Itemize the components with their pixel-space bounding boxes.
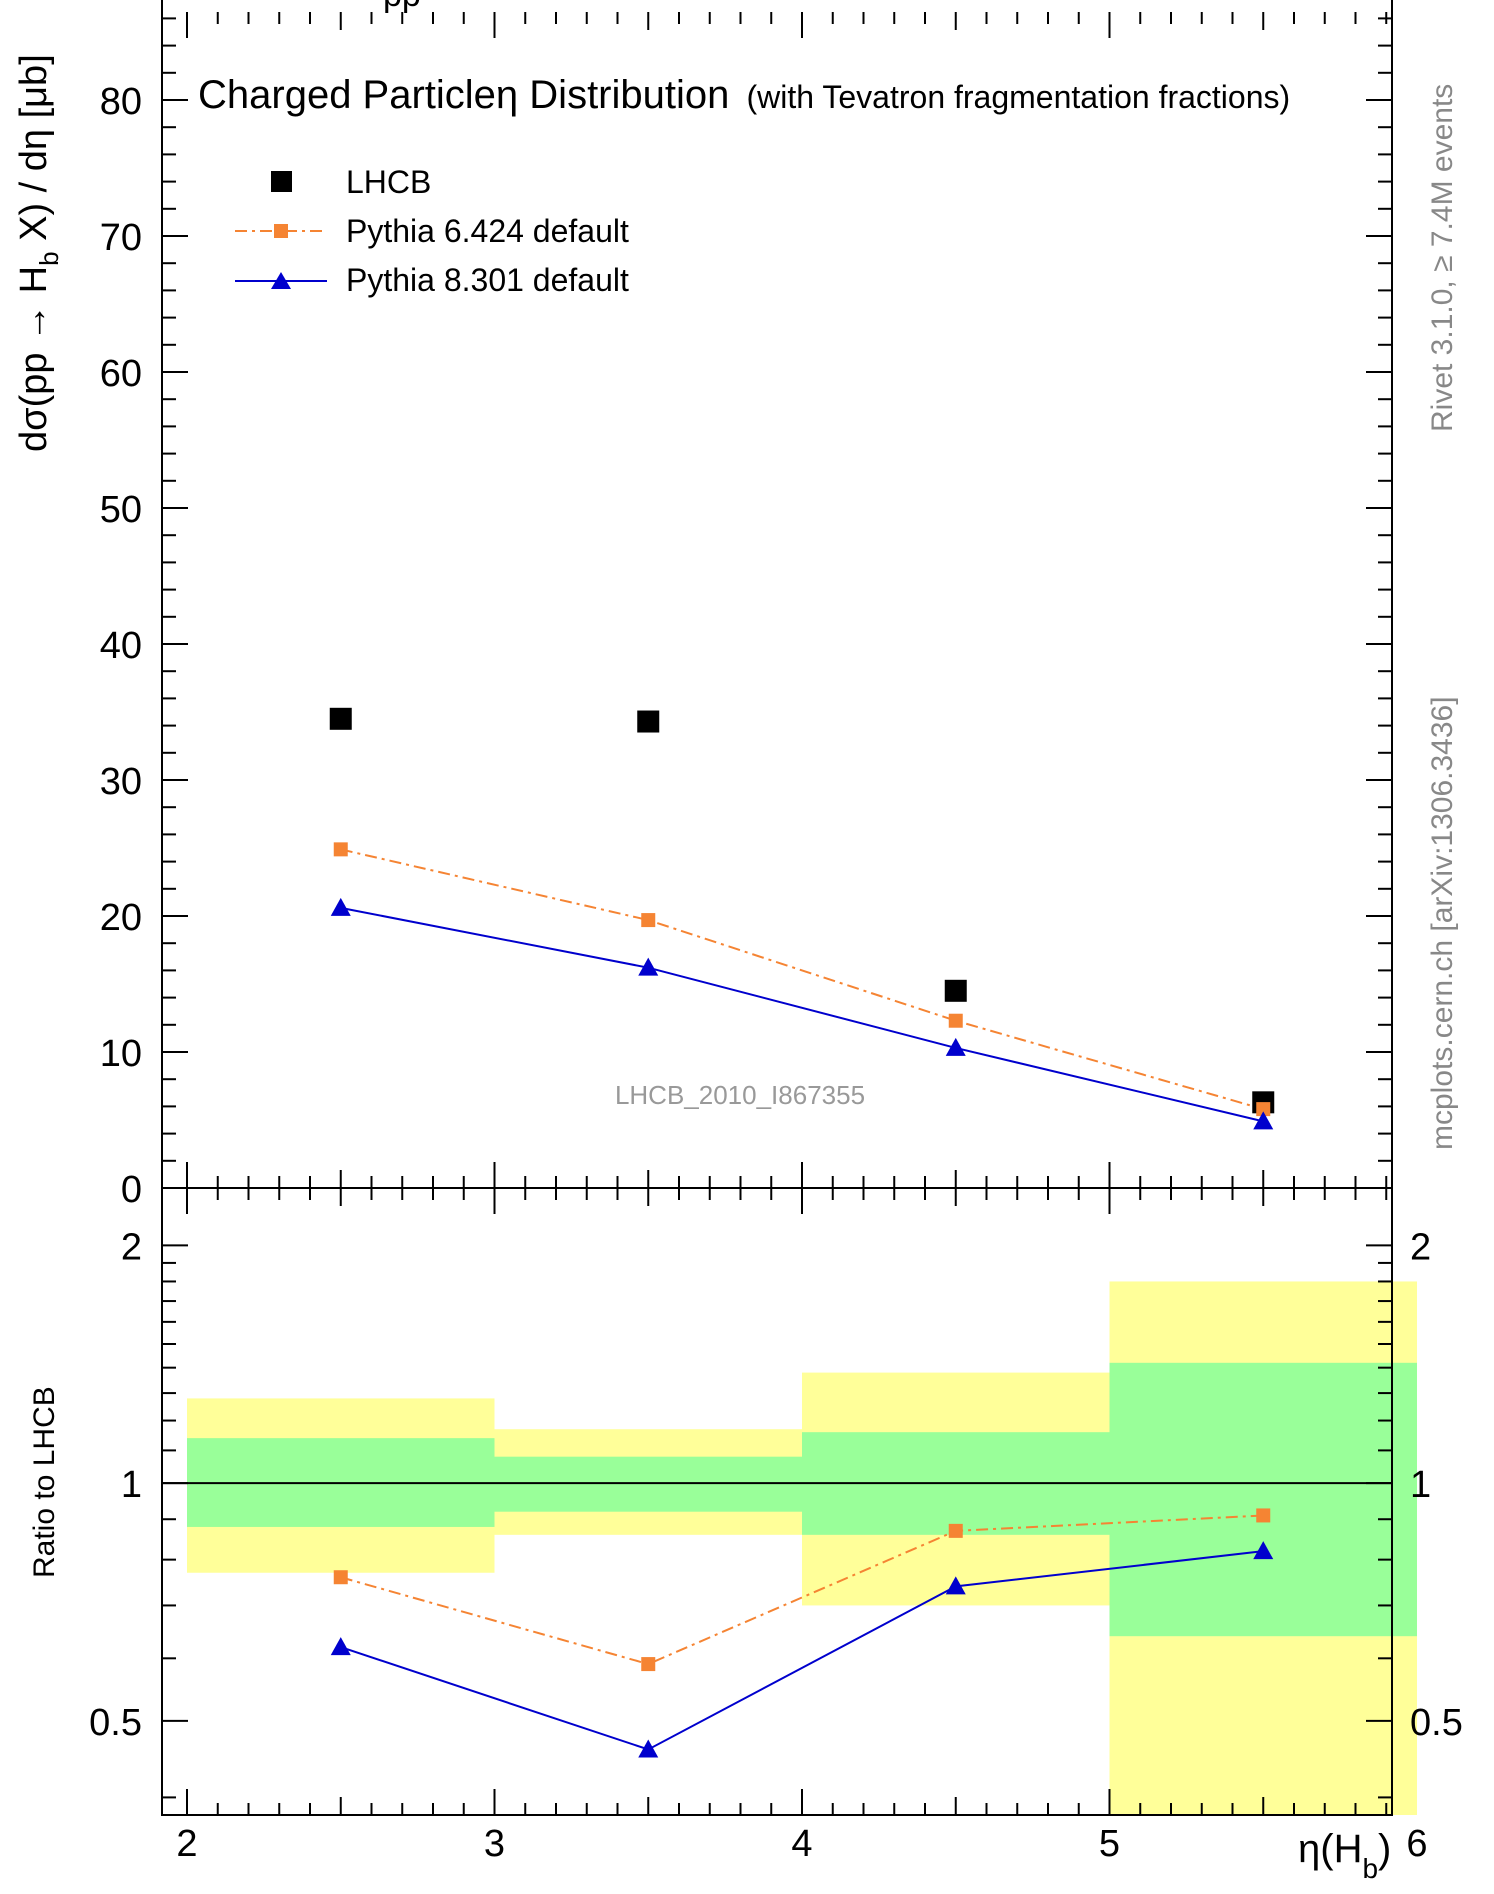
line-pythia6-ratio	[340, 1514, 1264, 1666]
line-pythia6-main	[340, 848, 1264, 1111]
legend-label-pythia6: Pythia 6.424 default	[346, 213, 629, 249]
chart-subtitle: (with Tevatron fragmentation fractions)	[747, 79, 1291, 115]
band-inner-bin	[494, 1456, 802, 1512]
line-pythia8-main	[340, 906, 1264, 1123]
main-y-tick-label: 0	[121, 1169, 142, 1211]
line-pythia8-ratio	[340, 1550, 1264, 1751]
ratio-marker-pythia6	[333, 1570, 348, 1585]
ratio-y-tick-label-left: 0.5	[89, 1702, 142, 1744]
marker-pythia8	[638, 957, 659, 976]
main-y-label-post: X) / dη [μb]	[13, 54, 55, 251]
ratio-marker-pythia8	[330, 1637, 351, 1656]
x-tick-label: 4	[791, 1823, 812, 1865]
ratio-y-tick-label-left: 2	[121, 1226, 142, 1268]
x-tick-label: 5	[1099, 1823, 1120, 1865]
marker-pythia6	[948, 1013, 963, 1028]
ratio-marker-pythia6	[948, 1523, 963, 1538]
main-y-tick-label: 80	[100, 81, 142, 123]
legend-marker-pythia8	[271, 272, 291, 289]
main-y-tick-label: 10	[100, 1033, 142, 1075]
chart-title: Charged Particleη Distribution (with Tev…	[198, 73, 1290, 117]
marker-lhcb	[329, 707, 352, 730]
marker-pythia6	[1256, 1102, 1271, 1117]
series-markers	[329, 707, 1275, 1758]
ratio-y-tick-label-right: 1	[1410, 1464, 1431, 1506]
tick-labels: 0 10 20 30 40 50 60 70 80 0.5 0.5 1 1 2 2 2 3 4 5 6	[89, 81, 1463, 1865]
main-y-label-pre: dσ(pp → H	[13, 266, 55, 452]
marker-lhcb	[637, 710, 660, 733]
uncertainty-bands	[162, 1281, 1417, 1815]
axes-ticks	[162, 12, 1392, 1815]
ratio-marker-pythia6	[641, 1657, 656, 1672]
ratio-marker-pythia6	[1256, 1508, 1271, 1523]
x-label-pre: η(H	[1298, 1827, 1362, 1871]
x-axis-label: η(Hb)	[1298, 1827, 1391, 1884]
marker-pythia8	[330, 897, 351, 916]
legend: LHCB Pythia 6.424 default Pythia 8.301 d…	[235, 164, 629, 298]
ratio-y-tick-label-right: 2	[1410, 1226, 1431, 1268]
ratio-y-axis-label: Ratio to LHCB	[28, 1386, 61, 1578]
axes-frames	[161, 0, 1393, 1816]
x-tick-label: 6	[1406, 1823, 1427, 1865]
marker-lhcb	[944, 979, 967, 1002]
main-y-label-sub: b	[34, 251, 64, 265]
band-inner-bin	[1109, 1362, 1417, 1637]
chart-title-main: Charged Particleη Distribution	[198, 73, 729, 117]
x-label-post: )	[1378, 1827, 1391, 1871]
main-y-tick-label: 60	[100, 353, 142, 395]
ratio-marker-pythia8	[638, 1739, 659, 1758]
x-label-sub: b	[1362, 1853, 1378, 1884]
main-y-tick-label: 20	[100, 897, 142, 939]
marker-pythia6	[641, 913, 656, 928]
marker-pythia6	[333, 842, 348, 857]
legend-marker-pythia6	[274, 224, 288, 238]
marker-pythia8	[945, 1037, 966, 1056]
x-tick-label: 3	[484, 1823, 505, 1865]
marker-pythia8	[1253, 1111, 1274, 1130]
side-text-events: Rivet 3.1.0, ≥ 7.4M events	[1426, 84, 1459, 432]
legend-label-pythia8: Pythia 8.301 default	[346, 262, 629, 298]
analysis-watermark: LHCB_2010_I867355	[615, 1080, 865, 1110]
series-lines	[340, 848, 1264, 1751]
legend-label-lhcb: LHCB	[346, 164, 431, 200]
main-y-tick-label: 40	[100, 625, 142, 667]
ratio-marker-pythia8	[945, 1576, 966, 1595]
main-y-tick-label: 70	[100, 217, 142, 259]
legend-marker-lhcb	[271, 171, 292, 192]
main-y-tick-label: 50	[100, 489, 142, 531]
ratio-panel-frame	[161, 1187, 1393, 1816]
main-y-tick-label: 30	[100, 761, 142, 803]
side-text-source: mcplots.cern.ch [arXiv:1306.3436]	[1426, 696, 1459, 1150]
ratio-y-tick-label-left: 1	[121, 1464, 142, 1506]
ratio-y-tick-label-right: 0.5	[1410, 1702, 1463, 1744]
ratio-marker-pythia8	[1253, 1541, 1274, 1560]
x-tick-label: 2	[176, 1823, 197, 1865]
top-cut-text: pp	[383, 0, 421, 14]
main-y-axis-label: dσ(pp → Hb X) / dη [μb]	[13, 54, 64, 452]
